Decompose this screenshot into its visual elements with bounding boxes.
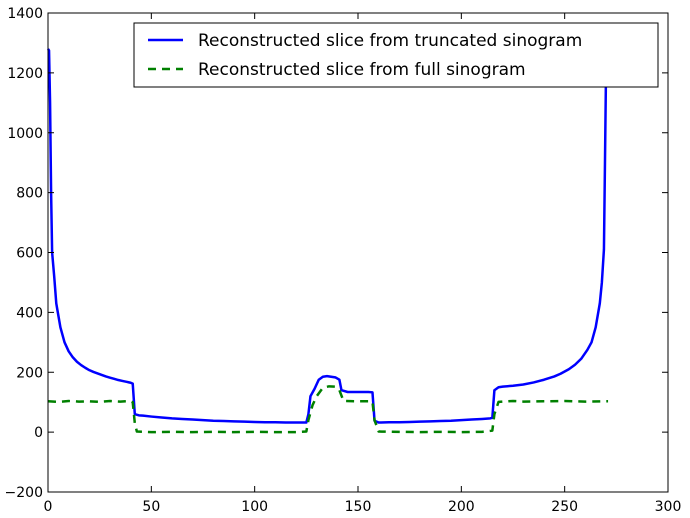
y-tick-label: 200 <box>16 365 43 381</box>
x-tick-label: 200 <box>448 499 475 515</box>
x-axis: 0 50 100 150 200 250 300 <box>44 13 682 515</box>
y-tick-label: 800 <box>16 186 43 202</box>
y-tick-label: 400 <box>16 305 43 321</box>
y-tick-label: 1400 <box>7 6 43 22</box>
y-tick-label: 1200 <box>7 66 43 82</box>
y-tick-label: 0 <box>34 425 43 441</box>
y-tick-label: 1000 <box>7 126 43 142</box>
series-truncated-line <box>46 48 608 424</box>
x-tick-label: 150 <box>345 499 372 515</box>
series-full-line <box>47 385 609 434</box>
x-tick-label: 300 <box>655 499 682 515</box>
plot-background <box>48 13 668 492</box>
y-tick-label: −200 <box>5 485 43 501</box>
y-tick-label: 600 <box>16 246 43 262</box>
x-tick-label: 250 <box>551 499 578 515</box>
x-tick-label: 50 <box>142 499 160 515</box>
y-axis: −200 0 200 400 600 800 1000 1200 1400 <box>5 6 668 501</box>
x-tick-label: 100 <box>241 499 268 515</box>
legend-label-full: Reconstructed slice from full sinogram <box>198 60 526 80</box>
legend-label-truncated: Reconstructed slice from truncated sinog… <box>198 31 582 51</box>
x-tick-label: 0 <box>44 499 53 515</box>
legend: Reconstructed slice from truncated sinog… <box>133 22 659 88</box>
series-layer <box>46 48 609 434</box>
legend-box <box>133 22 659 88</box>
